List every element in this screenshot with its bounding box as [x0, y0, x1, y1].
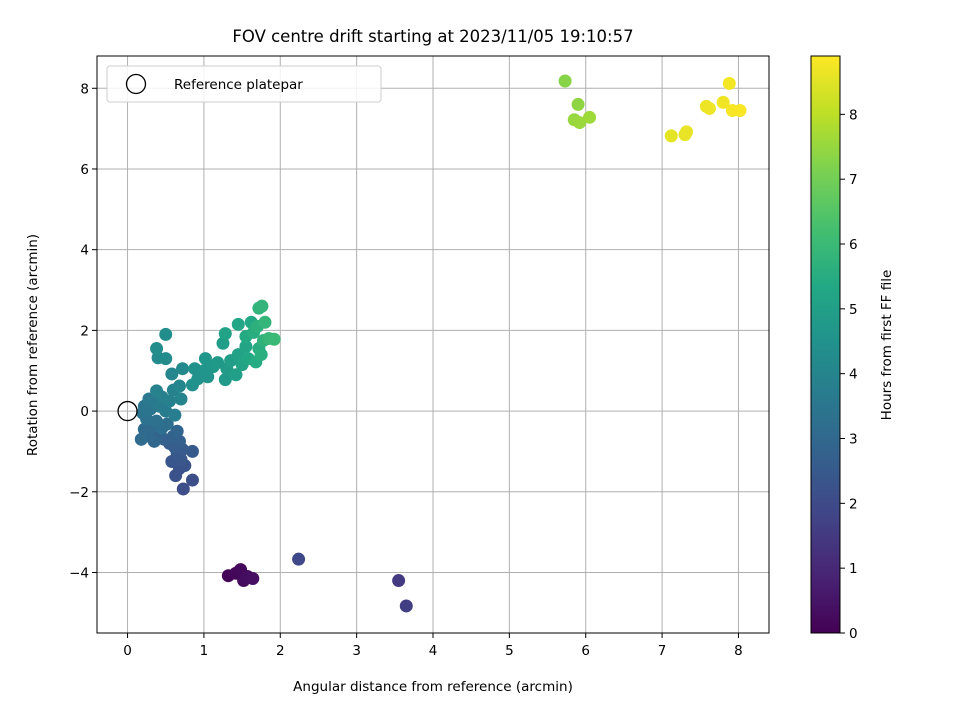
data-point [231, 317, 245, 331]
colorbar-tick-label: 1 [849, 561, 858, 577]
data-point [159, 327, 173, 341]
colorbar-ticks: 0 1 2 3 4 5 6 7 8 [840, 107, 858, 642]
data-point [229, 368, 243, 382]
y-tick-label: 8 [80, 81, 89, 97]
y-tick-label: 6 [80, 162, 89, 178]
x-tick-label: 5 [505, 643, 514, 659]
legend: Reference platepar [106, 65, 382, 103]
data-point [211, 356, 225, 370]
reference-point-marker [117, 400, 138, 422]
x-axis-label: Angular distance from reference (arcmin) [293, 679, 573, 695]
data-point [201, 370, 215, 384]
data-point [174, 392, 188, 406]
data-point [168, 408, 182, 422]
y-tick-label: −4 [69, 565, 89, 581]
colorbar-tick-label: 2 [849, 496, 858, 512]
data-point [231, 348, 245, 362]
x-tick-label: 6 [581, 643, 590, 659]
legend-marker-reference [125, 73, 147, 95]
data-point [165, 367, 179, 381]
x-tick-label: 8 [734, 643, 743, 659]
data-point [702, 101, 716, 115]
y-tick-label: 4 [80, 243, 89, 259]
data-point [722, 76, 736, 90]
data-point [733, 103, 747, 117]
colorbar-gradient [810, 55, 841, 634]
data-point [239, 340, 253, 354]
data-point [255, 299, 269, 313]
data-point [134, 432, 148, 446]
legend-box [106, 65, 382, 103]
data-points [117, 74, 747, 613]
data-point [216, 336, 230, 350]
x-tick-label: 2 [276, 643, 285, 659]
data-point [392, 574, 406, 588]
data-point [150, 414, 164, 428]
colorbar-tick-label: 5 [849, 302, 858, 318]
data-point [142, 392, 156, 406]
data-point [172, 379, 186, 393]
data-point [558, 74, 572, 88]
x-tick-label: 3 [352, 643, 361, 659]
data-point [176, 362, 190, 376]
data-point [170, 424, 184, 438]
data-point [160, 417, 174, 431]
data-point [150, 342, 164, 356]
data-point [716, 95, 730, 109]
data-point [573, 116, 587, 130]
data-point [680, 125, 694, 139]
x-tick-label: 4 [429, 643, 438, 659]
data-point [267, 332, 281, 346]
data-point [254, 348, 268, 362]
data-point [176, 482, 190, 496]
y-tick-label: 0 [80, 404, 89, 420]
data-point [150, 384, 164, 398]
data-point [185, 444, 199, 458]
legend-label-reference: Reference platepar [174, 77, 303, 93]
data-point [185, 473, 199, 487]
y-axis-label: Rotation from reference (arcmin) [25, 234, 41, 456]
data-point [218, 327, 232, 341]
data-point [198, 352, 212, 366]
colorbar-tick-label: 7 [849, 172, 858, 188]
data-point [292, 552, 306, 566]
y-tick-label: 2 [80, 323, 89, 339]
colorbar-tick-label: 3 [849, 432, 858, 448]
data-point [571, 97, 585, 111]
y-tick-label: −2 [69, 485, 89, 501]
x-tick-label: 7 [658, 643, 667, 659]
colorbar-tick-label: 0 [849, 626, 858, 642]
chart-title: FOV centre drift starting at 2023/11/05 … [232, 27, 633, 46]
data-point [163, 394, 177, 408]
colorbar-tick-label: 6 [849, 237, 858, 253]
colorbar-tick-label: 8 [849, 107, 858, 123]
data-point [583, 110, 597, 124]
y-axis: −4 −2 0 2 4 6 8 [69, 81, 97, 581]
data-point [218, 373, 232, 387]
x-axis: 0 1 2 3 4 5 6 7 8 [123, 633, 743, 659]
colorbar-label: Hours from first FF file [879, 270, 895, 421]
x-tick-label: 0 [123, 643, 132, 659]
x-tick-label: 1 [200, 643, 209, 659]
data-point [258, 315, 272, 329]
data-point [246, 572, 260, 586]
plot-grid [97, 56, 769, 633]
data-point [664, 129, 678, 143]
colorbar: 0 1 2 3 4 5 6 7 8 Hours from first FF file [810, 55, 895, 642]
data-point [399, 599, 413, 613]
data-point [159, 352, 173, 366]
colorbar-tick-label: 4 [849, 367, 858, 383]
